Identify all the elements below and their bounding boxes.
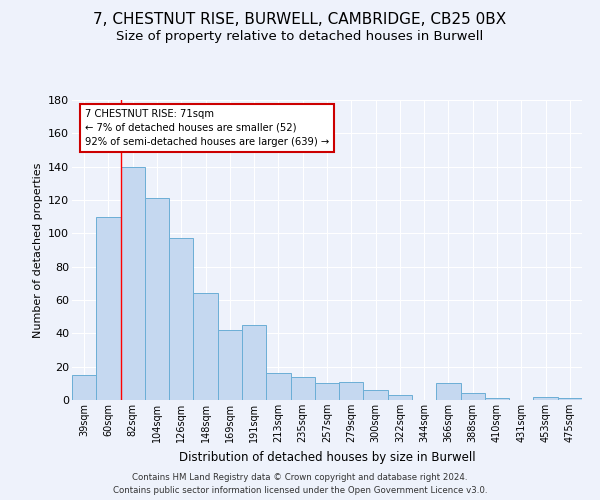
Bar: [242, 325, 266, 400]
Text: Size of property relative to detached houses in Burwell: Size of property relative to detached ho…: [116, 30, 484, 43]
Text: 7 CHESTNUT RISE: 71sqm
← 7% of detached houses are smaller (52)
92% of semi-deta: 7 CHESTNUT RISE: 71sqm ← 7% of detached …: [85, 109, 329, 147]
Bar: [339, 382, 364, 400]
Bar: [558, 398, 582, 400]
Bar: [533, 396, 558, 400]
Bar: [364, 390, 388, 400]
Bar: [461, 394, 485, 400]
Text: 7, CHESTNUT RISE, BURWELL, CAMBRIDGE, CB25 0BX: 7, CHESTNUT RISE, BURWELL, CAMBRIDGE, CB…: [94, 12, 506, 28]
Bar: [121, 166, 145, 400]
Bar: [266, 374, 290, 400]
Text: Contains public sector information licensed under the Open Government Licence v3: Contains public sector information licen…: [113, 486, 487, 495]
Bar: [145, 198, 169, 400]
Bar: [315, 384, 339, 400]
Bar: [193, 294, 218, 400]
Bar: [169, 238, 193, 400]
Bar: [96, 216, 121, 400]
Bar: [436, 384, 461, 400]
Bar: [388, 395, 412, 400]
Bar: [72, 375, 96, 400]
Text: Contains HM Land Registry data © Crown copyright and database right 2024.: Contains HM Land Registry data © Crown c…: [132, 474, 468, 482]
X-axis label: Distribution of detached houses by size in Burwell: Distribution of detached houses by size …: [179, 450, 475, 464]
Bar: [485, 398, 509, 400]
Bar: [218, 330, 242, 400]
Bar: [290, 376, 315, 400]
Y-axis label: Number of detached properties: Number of detached properties: [32, 162, 43, 338]
